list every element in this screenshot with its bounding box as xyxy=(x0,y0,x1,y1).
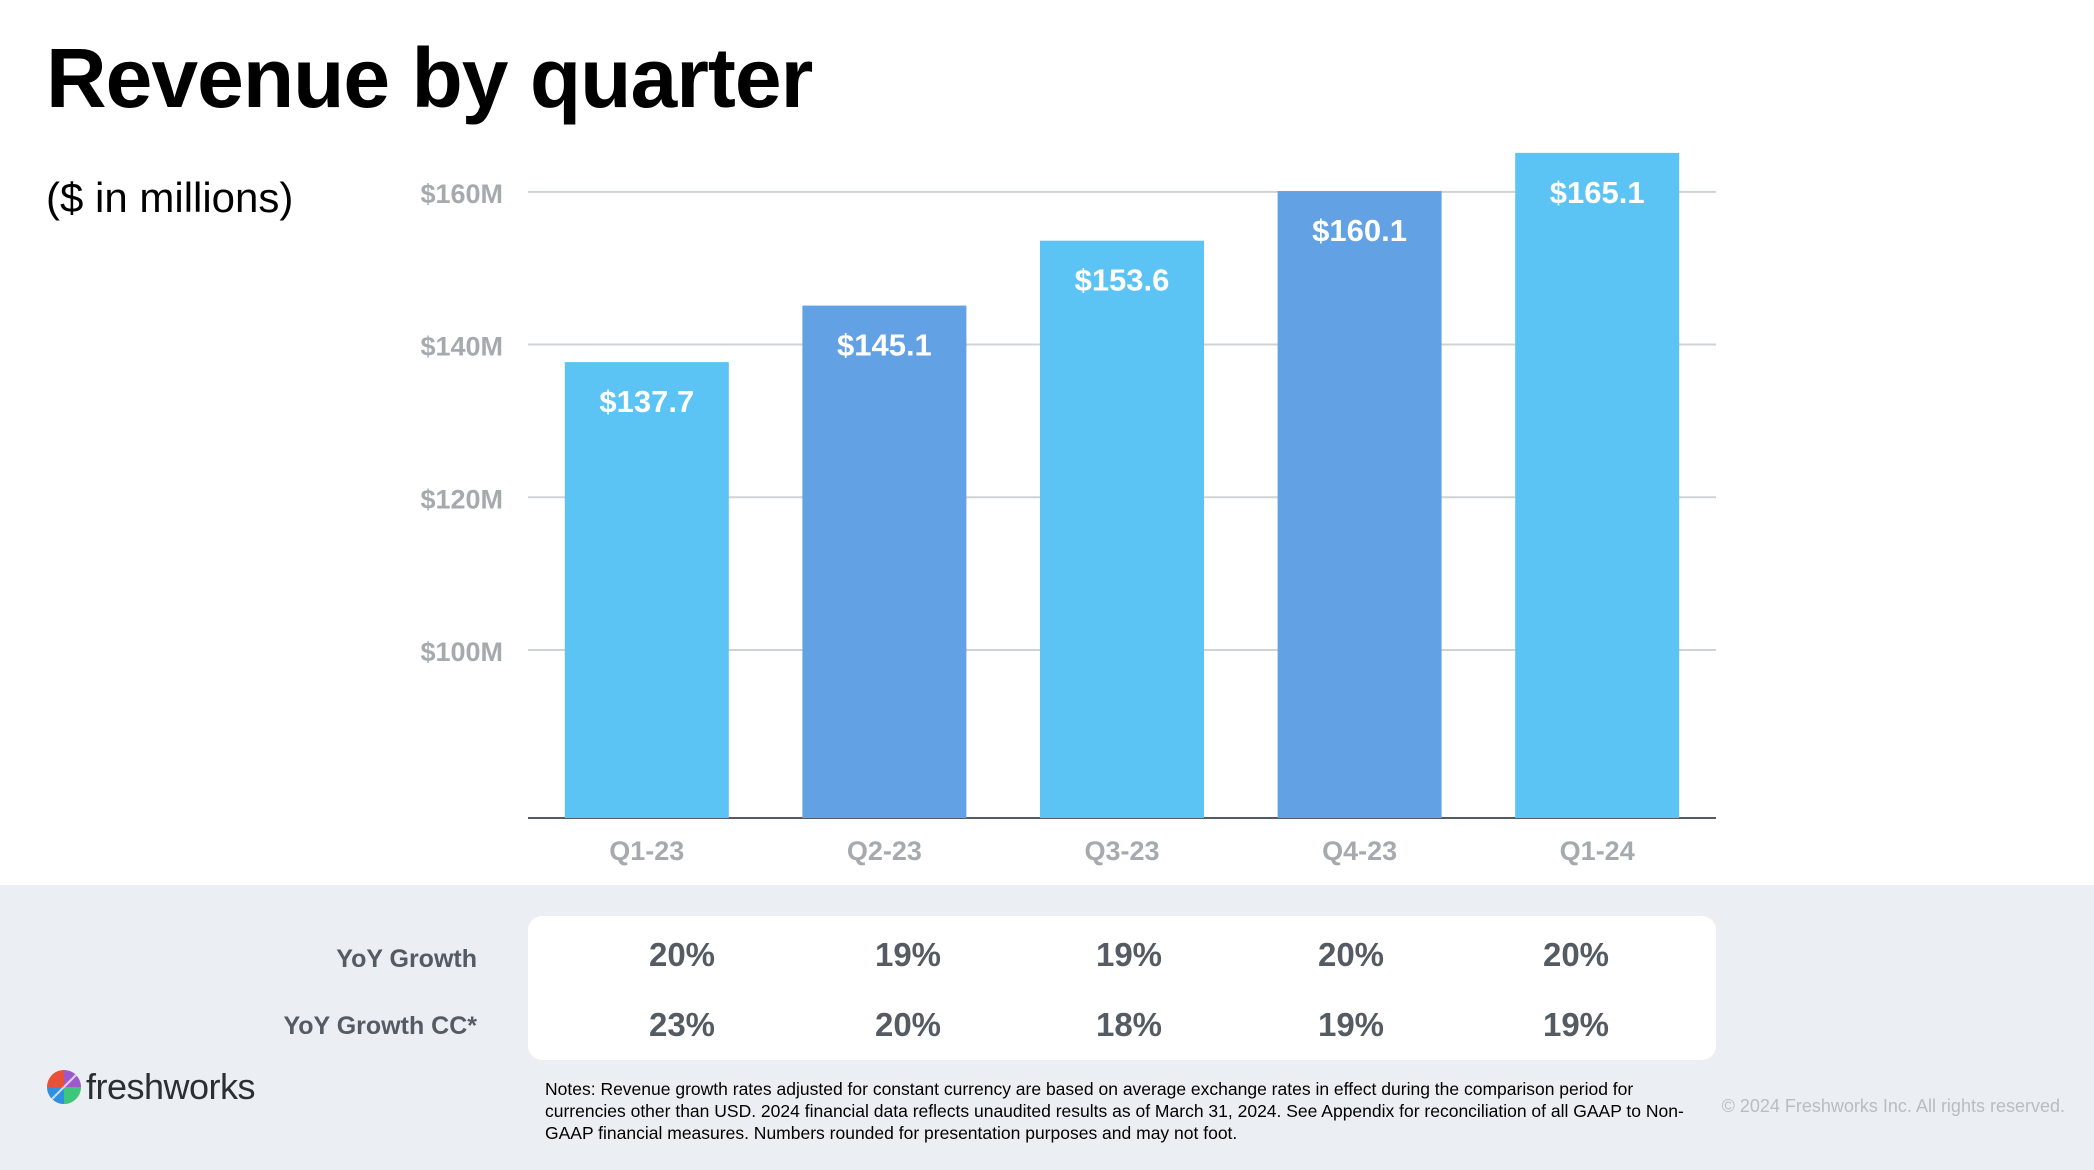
yoy-growth-q2-23: 19% xyxy=(874,936,942,973)
x-tick-label: Q2-23 xyxy=(847,836,922,866)
bar-q4-23 xyxy=(1277,191,1442,818)
yoy-growth-q1-24: 20% xyxy=(1542,936,1610,973)
bar-layer xyxy=(564,152,1680,819)
revenue-bar-chart: $100M $120M $140M $160M $137.7 Q1-23 $145.1 Q2-… xyxy=(420,152,1716,866)
bar-q2-23 xyxy=(802,305,967,819)
chart-subtitle: ($ in millions) xyxy=(46,174,294,221)
yoy-growth-q3-23: 19% xyxy=(1095,936,1163,973)
freshworks-logo-icon xyxy=(47,1070,81,1104)
y-tick-label: $100M xyxy=(420,637,503,667)
growth-table-box xyxy=(528,916,1716,1060)
yoy-growth-cc-q2-23: 20% xyxy=(874,1006,942,1043)
footnotes: Notes: Revenue growth rates adjusted for… xyxy=(545,1079,1684,1143)
x-tick-label: Q1-23 xyxy=(609,836,684,866)
row-label-yoy-growth-cc: YoY Growth CC* xyxy=(283,1012,477,1040)
data-label: $160.1 xyxy=(1312,213,1407,248)
data-label: $137.7 xyxy=(599,384,694,419)
bar-q1-24 xyxy=(1515,152,1680,818)
y-tick-label: $120M xyxy=(420,484,503,514)
yoy-growth-q4-23: 20% xyxy=(1317,936,1385,973)
yoy-growth-q1-23: 20% xyxy=(648,936,716,973)
yoy-growth-cc-q4-23: 19% xyxy=(1317,1006,1385,1043)
data-label: $145.1 xyxy=(837,328,932,363)
copyright: © 2024 Freshworks Inc. All rights reserv… xyxy=(1721,1096,2065,1116)
data-label: $165.1 xyxy=(1550,175,1645,210)
yoy-growth-cc-q3-23: 18% xyxy=(1095,1006,1163,1043)
y-tick-label: $140M xyxy=(420,332,503,362)
bar-q1-23 xyxy=(564,362,729,818)
yoy-growth-cc-q1-24: 19% xyxy=(1542,1006,1610,1043)
x-tick-label: Q4-23 xyxy=(1322,836,1397,866)
row-label-yoy-growth: YoY Growth xyxy=(336,945,477,973)
x-tick-label: Q1-24 xyxy=(1560,836,1635,866)
freshworks-logo: freshworks xyxy=(44,1066,256,1108)
yoy-growth-cc-q1-23: 23% xyxy=(648,1006,716,1043)
label-layer: $100M $120M $140M $160M $137.7 Q1-23 $145.1 Q2-… xyxy=(420,175,1644,866)
data-label: $153.6 xyxy=(1075,263,1170,298)
y-tick-label: $160M xyxy=(420,179,503,209)
page-title: Revenue by quarter xyxy=(46,31,813,125)
bar-q3-23 xyxy=(1040,240,1204,818)
x-tick-label: Q3-23 xyxy=(1084,836,1159,866)
freshworks-logo-text: freshworks xyxy=(86,1066,256,1107)
